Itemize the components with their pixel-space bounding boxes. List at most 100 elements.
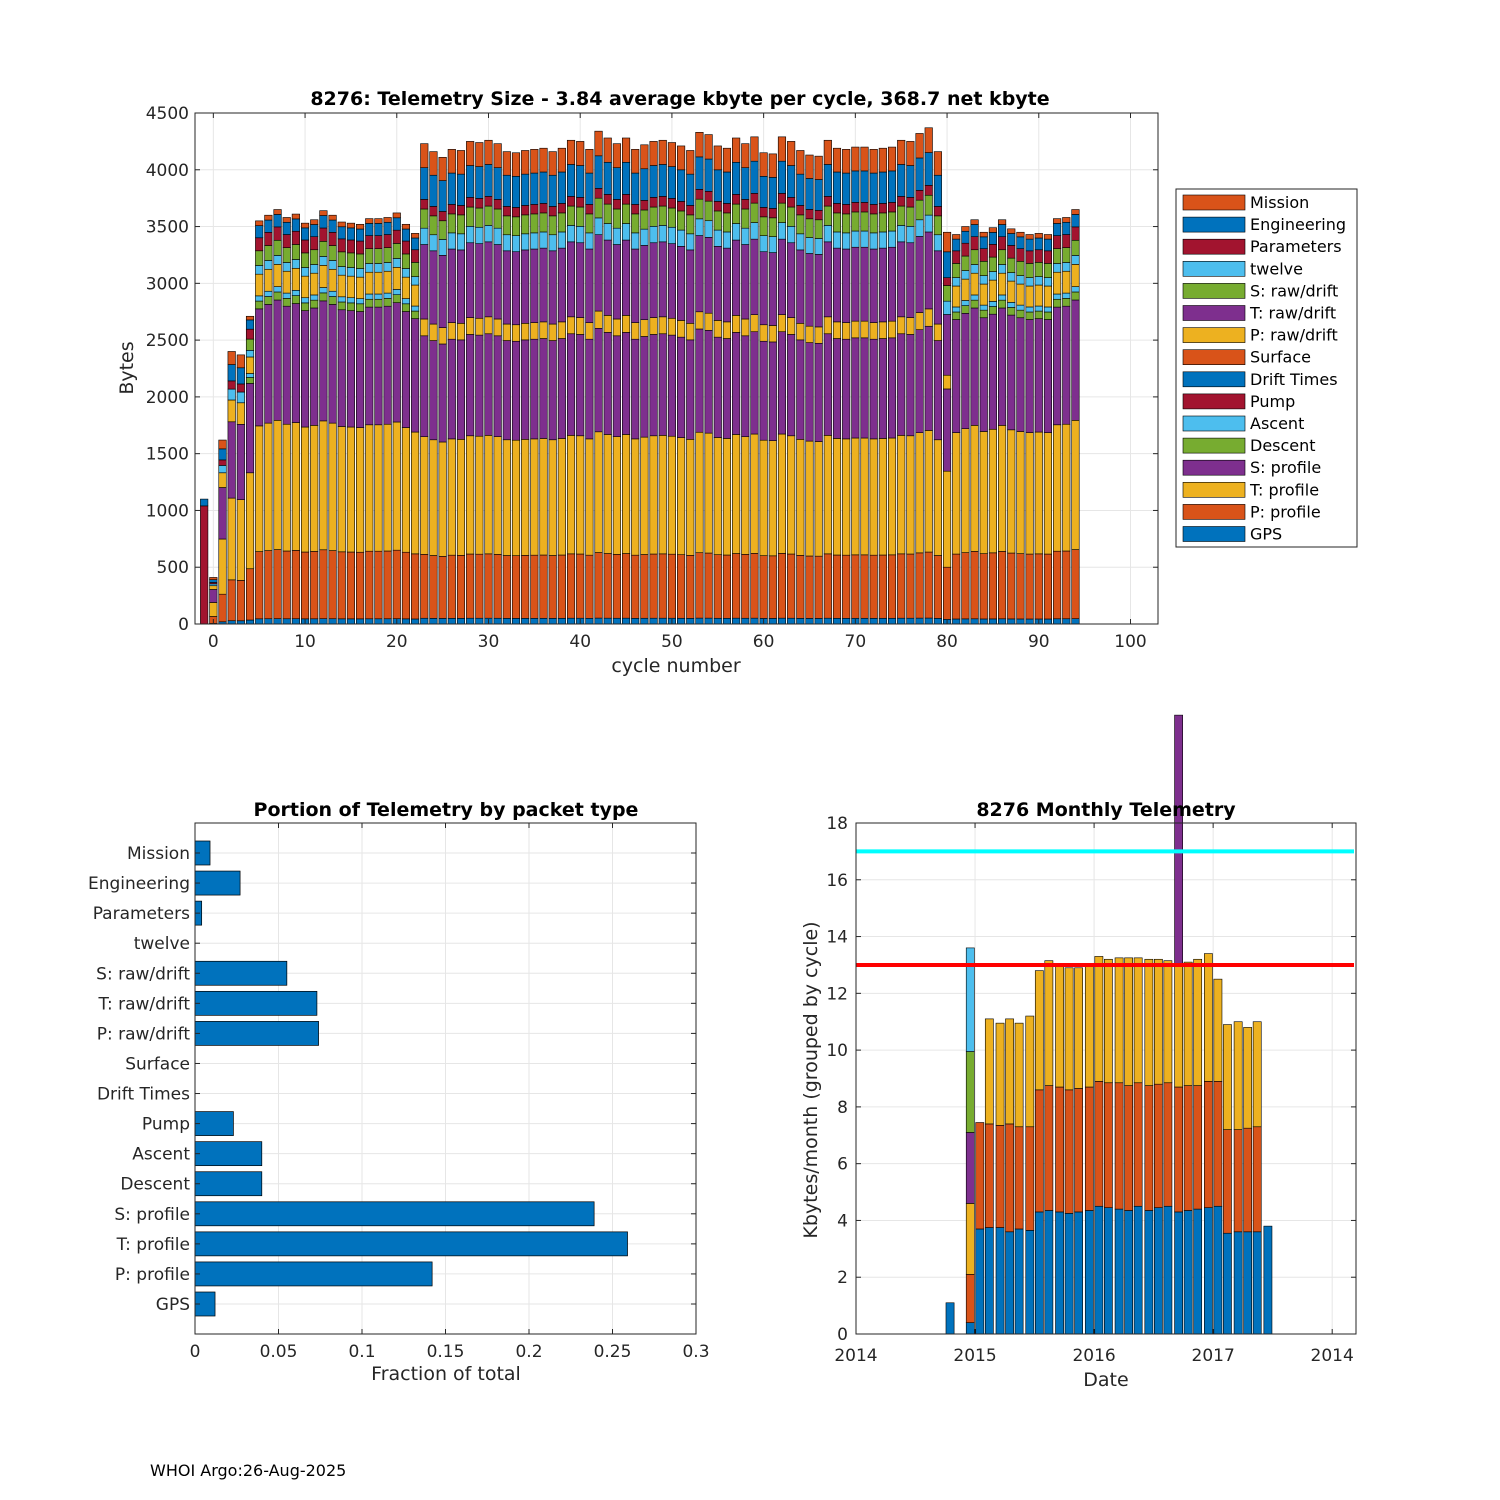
chart2-x-ticks: 0 0.05 0.1 0.15 0.2 0.25 0.3 (190, 823, 710, 1362)
bar-segment (420, 318, 429, 337)
bar-segment (988, 552, 997, 620)
bar-segment (1007, 302, 1016, 308)
bar-segment (988, 256, 997, 272)
bar-segment (732, 617, 741, 625)
bar-segment (603, 332, 612, 435)
bar-segment (924, 152, 933, 186)
chart1-bars (200, 127, 1080, 625)
bar-segment (906, 435, 915, 555)
bar-segment (447, 172, 456, 205)
bar-segment (677, 246, 686, 321)
bar-segment (1071, 264, 1080, 287)
bar-segment (777, 160, 787, 194)
bar-segment (887, 337, 897, 439)
x-tick-label: 2017 (1192, 1346, 1235, 1366)
bar-segment (612, 208, 621, 229)
bar-segment (291, 218, 300, 232)
bar-segment (631, 172, 640, 205)
bar-segment (1071, 286, 1080, 293)
chart3-title: 8276 Monthly Telemetry (976, 799, 1236, 821)
bar-segment (777, 193, 787, 204)
bar-segment (521, 439, 530, 556)
bar-segment (328, 422, 337, 551)
monthly-bar-segment (965, 947, 975, 1052)
bar-segment (374, 263, 383, 273)
x-tick-label: 10 (294, 632, 316, 652)
bar-segment (970, 236, 979, 251)
bar-segment (374, 618, 383, 625)
bar-segment (337, 618, 346, 625)
bar-segment (236, 580, 245, 622)
bar-segment (346, 267, 355, 277)
bar-segment (429, 206, 438, 217)
bar-segment (337, 309, 346, 427)
bar-segment (1025, 277, 1034, 287)
bar-segment (741, 167, 750, 200)
legend-label: twelve (1250, 259, 1303, 278)
bar-segment (787, 435, 796, 555)
bar-segment (585, 248, 594, 323)
bar-segment (860, 230, 869, 248)
bar-segment (456, 339, 466, 440)
bar-segment (603, 434, 612, 554)
bar-segment (631, 204, 640, 215)
bar-segment (695, 328, 704, 433)
bar-segment (282, 234, 291, 248)
bar-segment (704, 617, 713, 625)
bar-segment (429, 323, 438, 341)
bar-segment (1062, 221, 1071, 235)
bar-segment (383, 298, 392, 307)
bar-segment (612, 244, 621, 320)
legend-swatch (1182, 371, 1246, 388)
bar-segment (741, 617, 750, 625)
bar-segment (851, 170, 860, 203)
bar-segment (475, 317, 484, 336)
bar-segment (842, 618, 851, 625)
bar-segment (695, 198, 704, 220)
bar-segment (677, 554, 686, 619)
bar-segment (851, 202, 860, 213)
bar-segment (383, 550, 392, 620)
bar-segment (1053, 550, 1062, 620)
bar-segment (887, 554, 897, 619)
bar-segment (924, 231, 933, 310)
bar-segment (814, 210, 823, 221)
bar-segment (741, 143, 750, 168)
bar-segment (273, 291, 282, 301)
bar-segment (970, 219, 979, 225)
chart1-plot-background (195, 113, 1158, 624)
bar-segment (768, 325, 777, 343)
bar-segment (961, 552, 970, 620)
bar-segment (585, 618, 594, 625)
bar-segment (429, 174, 438, 207)
bar-segment (511, 176, 521, 208)
bar-segment (1053, 223, 1062, 236)
bar-segment (860, 437, 869, 556)
bar-segment (732, 137, 741, 163)
monthly-bar-segment (1014, 1126, 1024, 1230)
bar-segment (823, 139, 832, 165)
bar-segment (942, 314, 952, 376)
bar-segment (796, 618, 805, 625)
x-tick-label: 2014 (834, 1346, 877, 1366)
bar-segment (374, 550, 383, 620)
bar-segment (438, 254, 447, 328)
bar-segment (1053, 248, 1062, 264)
bar-segment (970, 425, 979, 552)
bar-segment (1016, 317, 1025, 432)
category-label: twelve (134, 934, 190, 954)
bar-segment (887, 211, 897, 232)
x-tick-label: 70 (845, 632, 867, 652)
category-label: Mission (127, 844, 190, 864)
monthly-bar-segment (1005, 1231, 1014, 1335)
bar-segment (475, 617, 484, 625)
bar-segment (227, 421, 236, 499)
bar-segment (603, 161, 612, 195)
bar-segment (245, 568, 255, 621)
bar-segment (979, 431, 988, 554)
bar-segment (722, 554, 732, 619)
bar-segment (915, 617, 924, 625)
bar-segment (805, 555, 814, 619)
bar-segment (557, 171, 566, 204)
bar-segment (548, 618, 557, 625)
